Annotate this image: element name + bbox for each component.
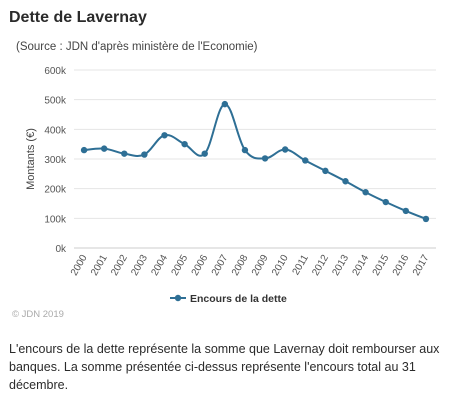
x-tick-label: 2005 bbox=[170, 253, 191, 278]
series-line-encours bbox=[83, 103, 427, 220]
x-tick-label: 2004 bbox=[149, 253, 170, 278]
x-tick-label: 2002 bbox=[109, 253, 130, 278]
x-tick-label: 2000 bbox=[69, 253, 90, 278]
x-tick-label: 2016 bbox=[391, 253, 412, 278]
x-tick-label: 2017 bbox=[411, 253, 432, 278]
data-point bbox=[141, 151, 148, 158]
y-tick-label: 100k bbox=[44, 214, 67, 225]
y-tick-label: 200k bbox=[44, 185, 67, 196]
x-tick-label: 2007 bbox=[210, 253, 231, 278]
x-tick-label: 2014 bbox=[351, 253, 372, 278]
chart-description: L'encours de la dette représente la somm… bbox=[9, 342, 440, 392]
y-tick-label: 600k bbox=[44, 66, 67, 77]
page-title: Dette de Lavernay bbox=[9, 9, 147, 26]
chart-source: (Source : JDN d'après ministère de l'Eco… bbox=[16, 41, 258, 53]
y-tick-label: 500k bbox=[44, 96, 67, 107]
x-tick-label: 2011 bbox=[291, 253, 311, 278]
legend-label: Encours de la dette bbox=[190, 293, 287, 305]
data-point bbox=[402, 207, 410, 215]
data-point bbox=[261, 155, 269, 162]
data-point bbox=[281, 146, 289, 153]
copyright-credit: © JDN 2019 bbox=[12, 309, 64, 320]
x-tick-label: 2015 bbox=[371, 253, 392, 278]
data-point bbox=[161, 132, 168, 139]
x-tick-label: 2003 bbox=[129, 253, 150, 278]
data-point bbox=[302, 157, 309, 164]
data-point bbox=[201, 150, 208, 157]
data-point bbox=[100, 145, 108, 152]
y-tick-label: 0k bbox=[55, 244, 67, 255]
y-axis-title: Montants (€) bbox=[25, 128, 37, 190]
x-tick-label: 2013 bbox=[330, 253, 351, 278]
data-point bbox=[362, 189, 369, 196]
y-tick-label: 400k bbox=[44, 125, 67, 136]
data-point bbox=[422, 215, 430, 223]
x-tick-label: 2009 bbox=[250, 253, 271, 278]
data-point bbox=[241, 146, 249, 154]
data-point bbox=[322, 167, 329, 175]
x-tick-label: 2010 bbox=[270, 253, 291, 278]
data-point bbox=[80, 146, 88, 154]
data-point bbox=[221, 100, 229, 108]
data-point bbox=[382, 198, 389, 206]
data-point bbox=[342, 178, 349, 185]
data-point bbox=[181, 140, 188, 148]
data-point bbox=[121, 150, 128, 157]
x-tick-label: 2008 bbox=[230, 253, 251, 278]
x-tick-label: 2001 bbox=[89, 253, 110, 278]
legend-marker bbox=[174, 294, 182, 302]
y-tick-label: 300k bbox=[44, 155, 67, 166]
x-tick-label: 2006 bbox=[190, 253, 211, 278]
x-tick-label: 2012 bbox=[310, 253, 331, 278]
